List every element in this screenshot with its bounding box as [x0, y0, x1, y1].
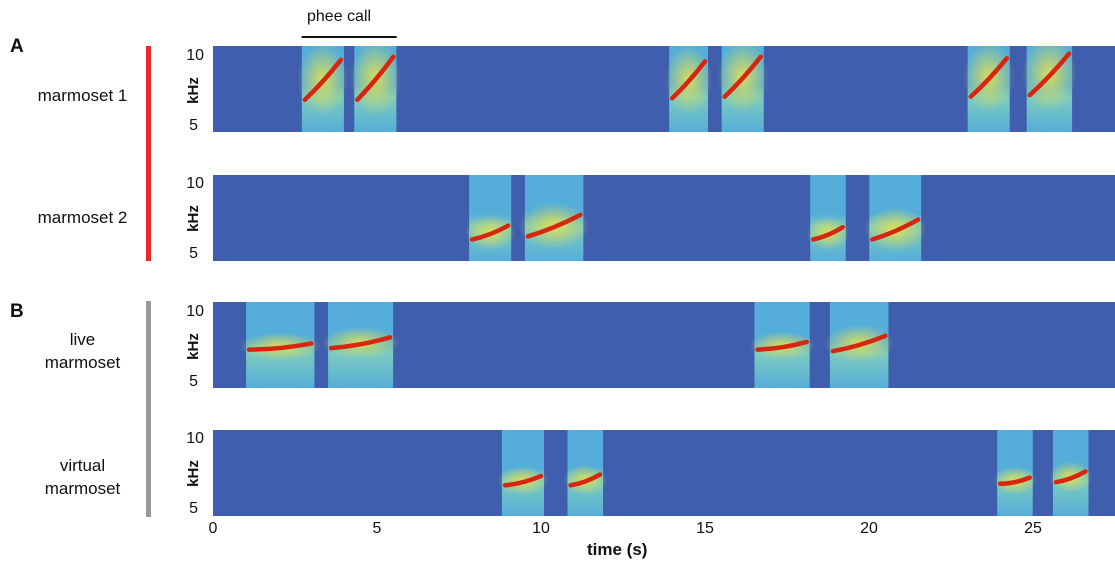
call-trace	[1027, 51, 1072, 98]
row-label-marmoset-1: marmoset 1	[10, 84, 155, 107]
xtick-5: 5	[372, 520, 382, 537]
call-trace	[810, 224, 846, 242]
call-trace	[469, 223, 511, 242]
ytick-row2-bottom: 5	[189, 245, 198, 262]
call-trace	[755, 339, 809, 352]
call-trace	[568, 472, 603, 488]
ylabel-row2: kHz	[184, 205, 202, 232]
call-trace	[246, 341, 314, 352]
x-axis-label: time (s)	[587, 540, 648, 559]
ytick-row1-bottom: 5	[189, 117, 198, 134]
xtick-0: 0	[208, 520, 218, 537]
ylabel-row3: kHz	[184, 333, 202, 360]
row-label-line: marmoset	[44, 353, 121, 372]
row-label-line: marmoset	[44, 479, 121, 498]
xtick-15: 15	[696, 520, 714, 537]
ytick-row4-top: 10	[186, 430, 204, 447]
call-trace	[870, 217, 921, 242]
ytick-row4-bottom: 5	[189, 500, 198, 517]
ytick-row3-top: 10	[186, 303, 204, 320]
call-trace	[830, 333, 888, 354]
row-label-line: marmoset 1	[37, 86, 128, 105]
call-trace	[502, 473, 544, 488]
spectrogram-background	[213, 175, 1115, 261]
panel-letter-a: A	[10, 36, 24, 57]
ylabel-row1: kHz	[184, 77, 202, 104]
call-trace	[525, 212, 583, 239]
call-trace	[328, 335, 393, 351]
call-trace	[968, 56, 1010, 99]
row-label-line: marmoset 2	[37, 208, 128, 227]
phee-call-annotation-label: phee call	[307, 8, 372, 25]
call-trace	[355, 54, 396, 102]
call-trace	[722, 54, 764, 99]
spectrogram-background	[213, 430, 1115, 516]
row-label-line: virtual	[59, 456, 106, 475]
panel-b-group-bar	[146, 301, 151, 517]
panel-letter-b: B	[10, 301, 24, 322]
xtick-10: 10	[532, 520, 550, 537]
ytick-row2-top: 10	[186, 175, 204, 192]
row-label-marmoset-2: marmoset 2	[10, 206, 155, 229]
panel-a-group-bar	[146, 46, 151, 261]
ylabel-row4: kHz	[184, 460, 202, 487]
call-trace	[997, 475, 1032, 486]
row-label-virtual-marmoset: virtual marmoset	[10, 454, 155, 500]
call-trace	[302, 57, 344, 102]
ytick-row3-bottom: 5	[189, 373, 198, 390]
xtick-20: 20	[860, 520, 878, 537]
ytick-row1-top: 10	[186, 47, 204, 64]
call-trace	[669, 59, 708, 101]
row-label-line: live	[69, 330, 96, 349]
xtick-25: 25	[1024, 520, 1042, 537]
call-trace	[1053, 469, 1088, 485]
row-label-live-marmoset: live marmoset	[10, 328, 155, 374]
